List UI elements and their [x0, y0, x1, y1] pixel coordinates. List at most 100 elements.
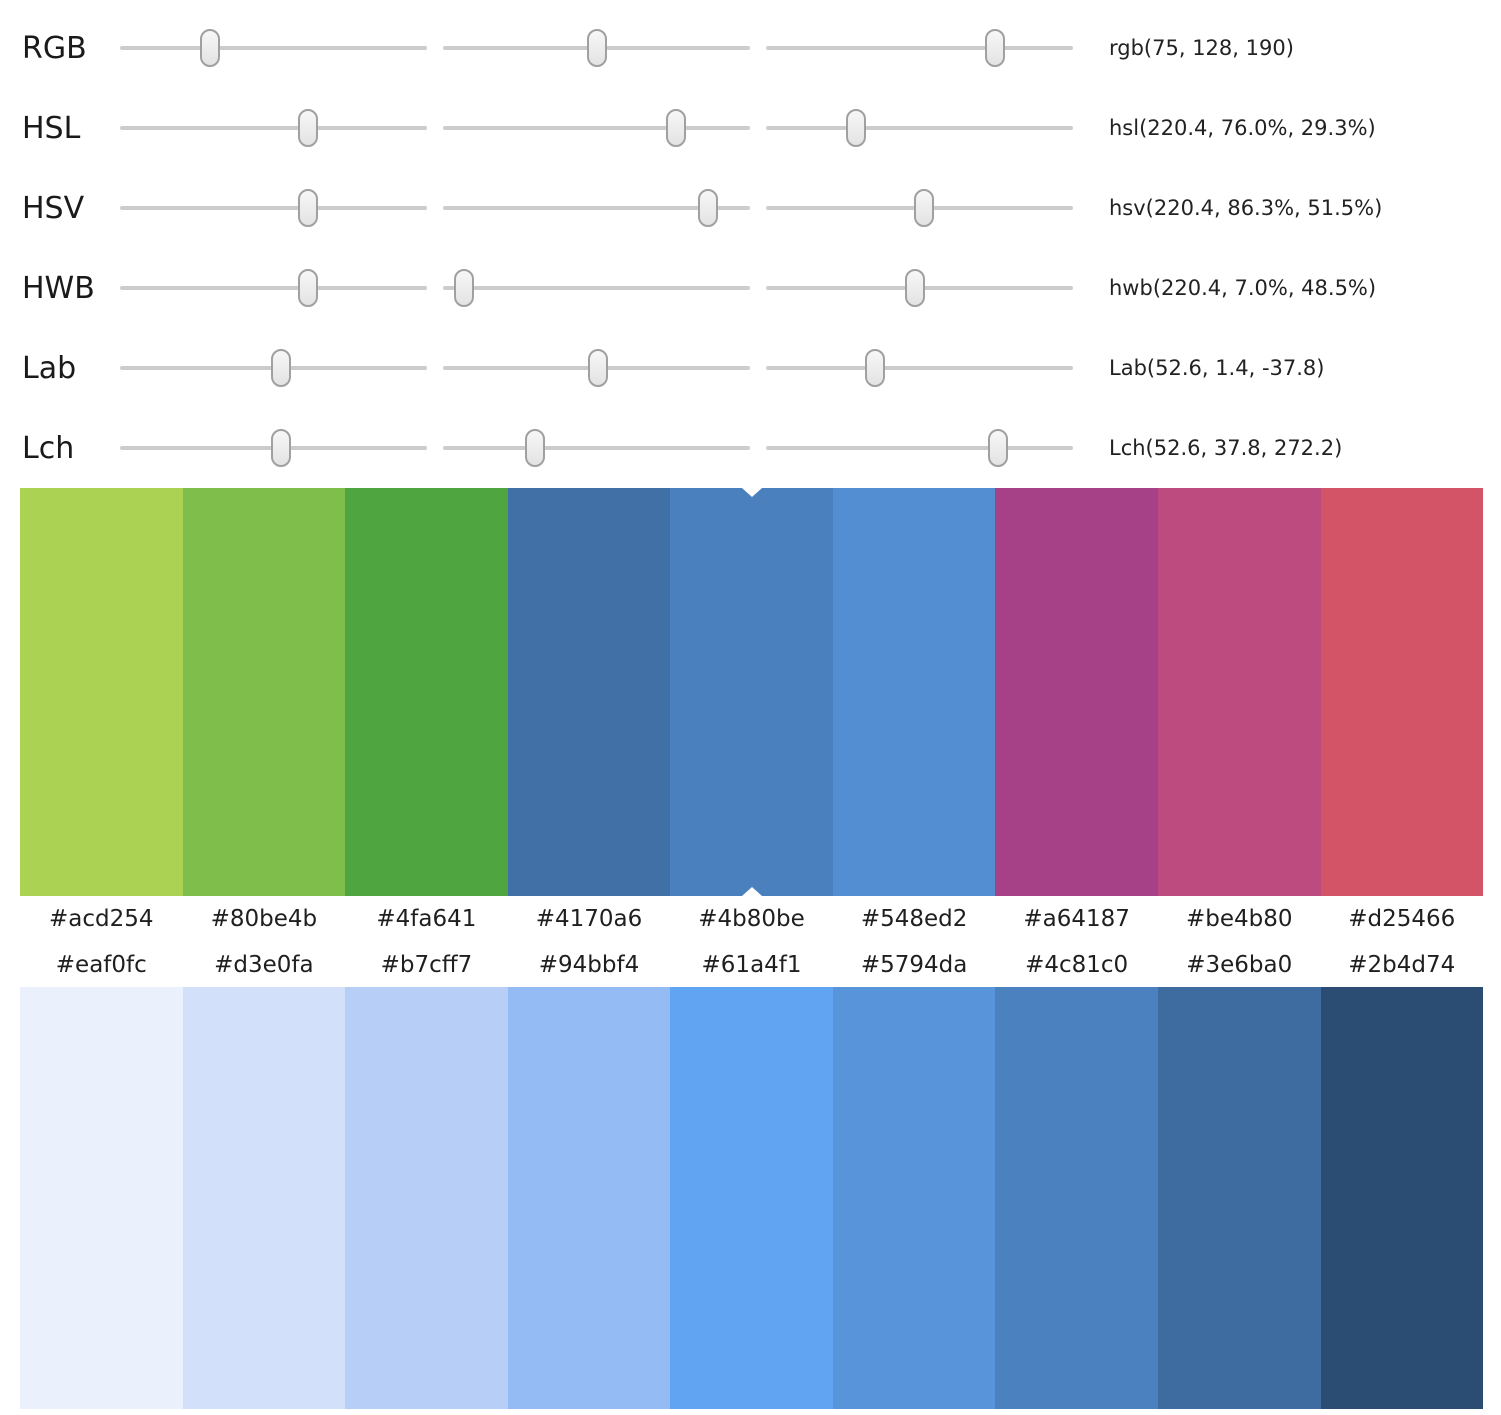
slider-row-hwb: HWB hwb(220.4, 7.0%, 48.5%) — [0, 248, 1501, 328]
hwb-channel-2-slider[interactable] — [443, 248, 750, 328]
slider-track[interactable] — [443, 206, 750, 210]
hsv-channel-3-slider[interactable] — [766, 168, 1073, 248]
lch-channel-1-slider[interactable] — [120, 408, 427, 488]
slider-track[interactable] — [766, 366, 1073, 370]
hex-label: #5794da — [860, 951, 968, 978]
slider-handle[interactable] — [297, 269, 318, 307]
color-value-rgb: rgb(75, 128, 190) — [1109, 36, 1294, 60]
slider-handle[interactable] — [864, 349, 885, 387]
colorspace-label-lab: Lab — [22, 350, 77, 386]
slider-track[interactable] — [766, 446, 1073, 450]
slider-handle[interactable] — [297, 189, 318, 227]
hex-label: #4170a6 — [535, 906, 643, 932]
hex-label: #2b4d74 — [1348, 951, 1456, 978]
hex-label: #b7cff7 — [380, 951, 473, 978]
shade-swatch[interactable] — [1320, 987, 1484, 1409]
lch-channel-2-slider[interactable] — [443, 408, 750, 488]
slider-track[interactable] — [120, 46, 427, 50]
hex-label: #be4b80 — [1185, 906, 1293, 932]
hex-label: #d3e0fa — [214, 951, 314, 978]
hex-label: #4c81c0 — [1025, 951, 1129, 978]
slider-handle[interactable] — [587, 29, 608, 67]
slider-row-lab: Lab Lab(52.6, 1.4, -37.8) — [0, 328, 1501, 408]
palette-swatch[interactable] — [20, 488, 183, 896]
lab-channel-1-slider[interactable] — [120, 328, 427, 408]
hsv-channel-2-slider[interactable] — [443, 168, 750, 248]
slider-handle[interactable] — [454, 269, 475, 307]
slider-handle[interactable] — [988, 429, 1009, 467]
slider-handle[interactable] — [271, 429, 292, 467]
shade-swatch[interactable] — [995, 987, 1158, 1409]
slider-track[interactable] — [766, 46, 1073, 50]
hex-label: #4fa641 — [376, 906, 477, 932]
shade-swatch[interactable] — [20, 987, 183, 1409]
lab-channel-2-slider[interactable] — [443, 328, 750, 408]
slider-handle[interactable] — [200, 29, 221, 67]
slider-track[interactable] — [120, 126, 427, 130]
slider-handle[interactable] — [588, 349, 609, 387]
harmony-hex-labels: #acd254 #80be4b #4fa641 #4170a6 #4b80be … — [20, 896, 1483, 942]
hwb-channel-3-slider[interactable] — [766, 248, 1073, 328]
slider-handle[interactable] — [297, 109, 318, 147]
color-value-lch: Lch(52.6, 37.8, 272.2) — [1109, 436, 1343, 460]
color-value-hsv: hsv(220.4, 86.3%, 51.5%) — [1109, 196, 1383, 220]
hsl-channel-1-slider[interactable] — [120, 88, 427, 168]
slider-row-hsv: HSV hsv(220.4, 86.3%, 51.5%) — [0, 168, 1501, 248]
palette-swatch[interactable] — [1320, 488, 1484, 896]
palette-swatch[interactable] — [345, 488, 508, 896]
hex-label: #d25466 — [1348, 906, 1456, 932]
selected-marker-bottom-icon — [741, 887, 762, 896]
lch-channel-3-slider[interactable] — [766, 408, 1073, 488]
slider-track[interactable] — [443, 446, 750, 450]
hsv-channel-1-slider[interactable] — [120, 168, 427, 248]
shade-swatch[interactable] — [182, 987, 346, 1409]
rgb-channel-3-slider[interactable] — [766, 8, 1073, 88]
palette-swatch-selected[interactable] — [670, 488, 833, 896]
shade-swatch[interactable] — [832, 987, 996, 1409]
shade-swatch[interactable] — [1157, 987, 1321, 1409]
hsl-channel-3-slider[interactable] — [766, 88, 1073, 168]
rgb-channel-2-slider[interactable] — [443, 8, 750, 88]
slider-track[interactable] — [766, 126, 1073, 130]
slider-row-lch: Lch Lch(52.6, 37.8, 272.2) — [0, 408, 1501, 488]
lab-channel-3-slider[interactable] — [766, 328, 1073, 408]
slider-handle[interactable] — [904, 269, 925, 307]
hsl-channel-2-slider[interactable] — [443, 88, 750, 168]
hex-label: #a64187 — [1023, 906, 1130, 932]
palette-swatch[interactable] — [1157, 488, 1321, 896]
selected-marker-top-icon — [741, 488, 762, 497]
slider-handle[interactable] — [271, 349, 292, 387]
rgb-channel-1-slider[interactable] — [120, 8, 427, 88]
slider-handle[interactable] — [914, 189, 935, 227]
shade-swatch[interactable] — [670, 987, 833, 1409]
shade-swatch[interactable] — [507, 987, 671, 1409]
colorspace-label-rgb: RGB — [22, 30, 87, 66]
slider-handle[interactable] — [984, 29, 1005, 67]
hex-label: #61a4f1 — [701, 951, 802, 978]
shades-palette: #eaf0fc #d3e0fa #b7cff7 #94bbf4 #61a4f1 … — [0, 942, 1501, 1409]
palette-swatch[interactable] — [182, 488, 346, 896]
hex-label: #acd254 — [49, 906, 154, 932]
hex-label: #80be4b — [210, 906, 318, 932]
slider-handle[interactable] — [697, 189, 718, 227]
slider-track[interactable] — [443, 126, 750, 130]
colorspace-label-lch: Lch — [22, 430, 75, 466]
slider-handle[interactable] — [525, 429, 546, 467]
color-value-lab: Lab(52.6, 1.4, -37.8) — [1109, 356, 1325, 380]
palette-swatch[interactable] — [832, 488, 996, 896]
hex-label: #94bbf4 — [538, 951, 640, 978]
slider-handle[interactable] — [845, 109, 866, 147]
palette-swatch[interactable] — [507, 488, 671, 896]
palette-swatch[interactable] — [995, 488, 1158, 896]
shade-swatch[interactable] — [345, 987, 508, 1409]
slider-row-rgb: RGB rgb(75, 128, 190) — [0, 8, 1501, 88]
colorspace-label-hsl: HSL — [22, 110, 81, 146]
slider-track[interactable] — [120, 206, 427, 210]
slider-handle[interactable] — [666, 109, 687, 147]
colorspace-label-hwb: HWB — [22, 270, 95, 306]
slider-track[interactable] — [443, 286, 750, 290]
shades-hex-labels: #eaf0fc #d3e0fa #b7cff7 #94bbf4 #61a4f1 … — [20, 942, 1483, 987]
color-value-hsl: hsl(220.4, 76.0%, 29.3%) — [1109, 116, 1376, 140]
slider-track[interactable] — [120, 286, 427, 290]
hwb-channel-1-slider[interactable] — [120, 248, 427, 328]
